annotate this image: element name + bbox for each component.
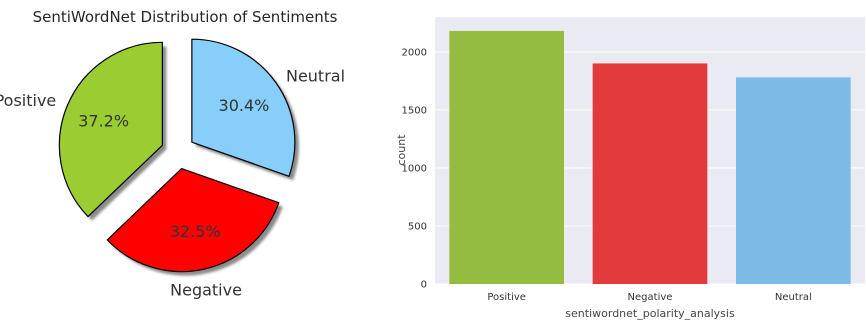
pie-slice-negative [106, 168, 280, 273]
pie-percent-label-neutral: 30.4% [219, 96, 270, 115]
pie-category-label-neutral: Neutral [286, 66, 345, 85]
bar-x-tick-label-positive: Positive [487, 292, 526, 303]
bar-y-tick-label: 0 [421, 280, 427, 291]
bar-x-axis-label: sentiwordnet_polarity_analysis [565, 307, 735, 320]
pie-category-label-negative: Negative [170, 280, 242, 299]
bar-series [449, 30, 851, 284]
pie-category-label-positive: Positive [0, 91, 56, 110]
pie-slice-neutral [191, 38, 296, 177]
bar-y-ticks: 0 500 1000 1500 2000 [402, 47, 427, 290]
bar-chart: 0 500 1000 1500 2000 Positive Negative Neutral… [395, 17, 865, 320]
bar-positive [449, 30, 564, 284]
bar-y-tick-label: 2000 [402, 47, 427, 58]
bar-negative [592, 63, 708, 284]
bar-x-ticks: Positive Negative Neutral [487, 292, 811, 303]
bar-y-tick-label: 500 [408, 221, 427, 232]
pie-chart: SentiWordNet Distribution of Sentiments … [0, 8, 345, 299]
bar-y-tick-label: 1500 [402, 105, 427, 116]
bar-x-tick-label-negative: Negative [628, 292, 673, 303]
bar-neutral [736, 77, 851, 284]
pie-chart-title: SentiWordNet Distribution of Sentiments [33, 8, 338, 26]
pie-slice-positive [58, 41, 163, 218]
bar-y-tick-label: 1000 [402, 163, 427, 174]
bar-x-tick-label-neutral: Neutral [775, 292, 812, 303]
bar-y-axis-label: count [395, 134, 408, 166]
pie-percent-label-negative: 32.5% [170, 222, 221, 241]
pie-percent-label-positive: 37.2% [78, 111, 129, 130]
pie-text-layer: 37.2% Positive 32.5% Negative 30.4% Neutral [0, 66, 345, 299]
pie-slices [58, 38, 296, 273]
